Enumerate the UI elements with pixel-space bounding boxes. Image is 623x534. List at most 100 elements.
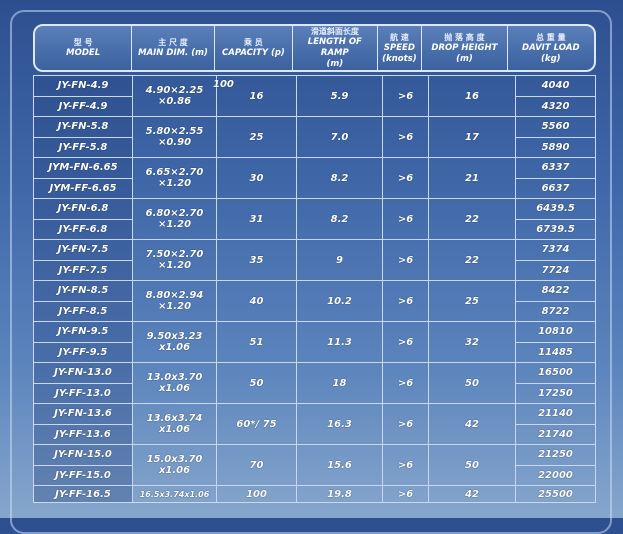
table-header: 型 号 MODEL 主 尺 度 MAIN DIM. (m) 乘 员 CAPACITY (p… <box>33 24 596 72</box>
header-ramp-length: 滑道斜面长度 LENGTH OF RAMP (m) <box>293 26 378 70</box>
speed-cell-text: >6 <box>397 459 414 471</box>
capacity-cell: 25 <box>216 116 297 158</box>
ramp-cell-text: 8.2 <box>330 172 349 184</box>
speed-cell: >6 <box>382 280 429 322</box>
speed-cell: >6 <box>382 198 429 240</box>
model-cell-text: JY-FN-7.5 <box>57 244 109 256</box>
capacity-cell: 40 <box>216 280 297 322</box>
main-dim-cell-text: ×1.20 <box>157 219 192 230</box>
ramp-cell-text: 10.2 <box>327 295 352 307</box>
davit-load-cell: 21740 <box>515 423 596 445</box>
speed-cell: >6 <box>382 157 429 199</box>
header-davit-load-en: DAVIT LOAD <box>522 42 580 53</box>
ramp-cell: 16.3 <box>296 403 383 445</box>
main-dim-cell-text: 8.80×2.94 <box>145 290 204 301</box>
model-cell: JYM-FF-6.65 <box>33 177 133 199</box>
drop-height-cell-text: 50 <box>465 377 479 389</box>
ramp-cell-text: 5.9 <box>330 90 349 102</box>
main-dim-cell: 9.50x3.23 x1.06 <box>132 321 217 363</box>
header-main-dim-cn: 主 尺 度 <box>158 38 188 47</box>
model-cell-text: JY-FN-13.6 <box>54 408 112 420</box>
model-cell: JY-FF-13.0 <box>33 382 133 404</box>
drop-height-cell: 16 <box>428 75 516 117</box>
ramp-cell-text: 15.6 <box>327 459 352 471</box>
specs-table: JY-FN-4.9 4.90×2.25 ×0.86 16 100 5.9 >6 16 4040 J… <box>33 75 596 503</box>
model-cell: JY-FF-5.8 <box>33 136 133 158</box>
header-davit-load: 总 重 量 DAVIT LOAD (kg) <box>508 26 594 70</box>
table-row: JY-FF-7.5 7724 <box>33 259 596 281</box>
drop-height-cell-text: 25 <box>465 295 479 307</box>
drop-height-cell-text: 42 <box>465 488 479 500</box>
main-dim-cell: 7.50×2.70 ×1.20 <box>132 239 217 281</box>
ramp-cell-text: 7.0 <box>330 131 349 143</box>
header-speed-cn: 航 速 <box>389 32 409 42</box>
capacity-cell-text: 60*/ 75 <box>236 418 277 430</box>
header-model-en: MODEL <box>66 48 101 58</box>
davit-load-cell-text: 8722 <box>541 305 570 317</box>
header-ramp-length-en: LENGTH OF RAMP <box>307 37 362 58</box>
model-cell-text: JYM-FN-6.65 <box>48 162 118 174</box>
ramp-cell: 10.2 <box>296 280 383 322</box>
model-cell-text: JYM-FF-6.65 <box>49 182 117 194</box>
davit-load-cell: 25500 <box>515 485 596 503</box>
model-cell-text: JY-FF-8.5 <box>58 305 108 317</box>
davit-load-cell-text: 11485 <box>538 346 573 358</box>
capacity-cell-text: 51 <box>249 336 264 348</box>
main-dim-cell-text: 13.0x3.70 <box>146 372 203 383</box>
davit-load-cell: 6637 <box>515 177 596 199</box>
table-row: JY-FF-13.0 17250 <box>33 382 596 404</box>
header-davit-load-cn: 总 重 量 <box>536 32 566 42</box>
main-dim-cell: 6.80×2.70 ×1.20 <box>132 198 217 240</box>
main-dim-cell-text: ×1.20 <box>157 178 192 189</box>
davit-load-cell-text: 22000 <box>538 469 573 481</box>
main-dim-cell: 16.5x3.74x1.06 <box>132 485 217 503</box>
model-cell: JY-FF-8.5 <box>33 300 133 322</box>
model-cell: JYM-FN-6.65 <box>33 157 133 179</box>
model-cell-text: JY-FN-13.0 <box>54 367 112 379</box>
table-row: JY-FN-7.5 7.50×2.70 ×1.20 35 9 >6 22 7374 <box>33 239 596 281</box>
drop-height-cell-text: 22 <box>465 213 479 225</box>
table-row: JY-FF-13.6 21740 <box>33 423 596 445</box>
davit-load-cell: 6439.5 <box>515 198 596 220</box>
model-cell-text: JY-FN-9.5 <box>57 326 109 338</box>
model-cell: JY-FN-9.5 <box>33 321 133 343</box>
main-dim-cell-text: ×0.90 <box>157 137 192 148</box>
table-row: JY-FN-6.8 6.80×2.70 ×1.20 31 8.2 >6 22 6439.5 <box>33 198 596 240</box>
drop-height-cell-text: 32 <box>465 336 479 348</box>
drop-height-cell-text: 16 <box>465 90 479 102</box>
speed-cell-text: >6 <box>397 418 414 430</box>
drop-height-cell: 22 <box>428 198 516 240</box>
table-row: JY-FN-4.9 4.90×2.25 ×0.86 16 100 5.9 >6 16 4040 <box>33 75 596 117</box>
capacity-cell-text: 16 <box>249 90 264 102</box>
davit-load-cell-text: 17250 <box>538 387 573 399</box>
davit-load-cell: 7374 <box>515 239 596 261</box>
header-drop-height-cn: 抛 落 高 度 <box>444 32 485 42</box>
speed-cell: >6 <box>382 239 429 281</box>
davit-load-cell-text: 10810 <box>538 326 573 338</box>
davit-load-cell: 21140 <box>515 403 596 425</box>
ramp-cell-text: 8.2 <box>330 213 349 225</box>
davit-load-cell: 7724 <box>515 259 596 281</box>
table-row: JYM-FF-6.65 6637 <box>33 177 596 199</box>
drop-height-cell: 42 <box>428 403 516 445</box>
speed-cell: >6 <box>382 362 429 404</box>
table-row: JYM-FN-6.65 6.65×2.70 ×1.20 30 8.2 >6 21 6337 <box>33 157 596 199</box>
speed-cell: >6 <box>382 75 429 117</box>
model-cell: JY-FN-6.8 <box>33 198 133 220</box>
model-cell-text: JY-FF-6.8 <box>58 223 108 235</box>
davit-load-cell-text: 4040 <box>541 80 570 92</box>
capacity-cell-text: 31 <box>249 213 264 225</box>
table-row: JY-FF-4.9 4320 <box>33 95 596 117</box>
speed-cell: >6 <box>382 444 429 486</box>
speed-cell: >6 <box>382 116 429 158</box>
davit-load-cell: 5890 <box>515 136 596 158</box>
speed-cell-text: >6 <box>397 488 414 500</box>
header-capacity-cn: 乘 员 <box>244 38 263 47</box>
main-dim-cell: 13.6x3.74 x1.06 <box>132 403 217 445</box>
model-cell-text: JY-FF-13.6 <box>55 428 111 440</box>
table-row: JY-FN-9.5 9.50x3.23 x1.06 51 11.3 >6 32 10810 <box>33 321 596 363</box>
main-dim-cell: 6.65×2.70 ×1.20 <box>132 157 217 199</box>
davit-load-cell: 6739.5 <box>515 218 596 240</box>
ramp-cell: 8.2 <box>296 157 383 199</box>
speed-cell-text: >6 <box>397 336 414 348</box>
